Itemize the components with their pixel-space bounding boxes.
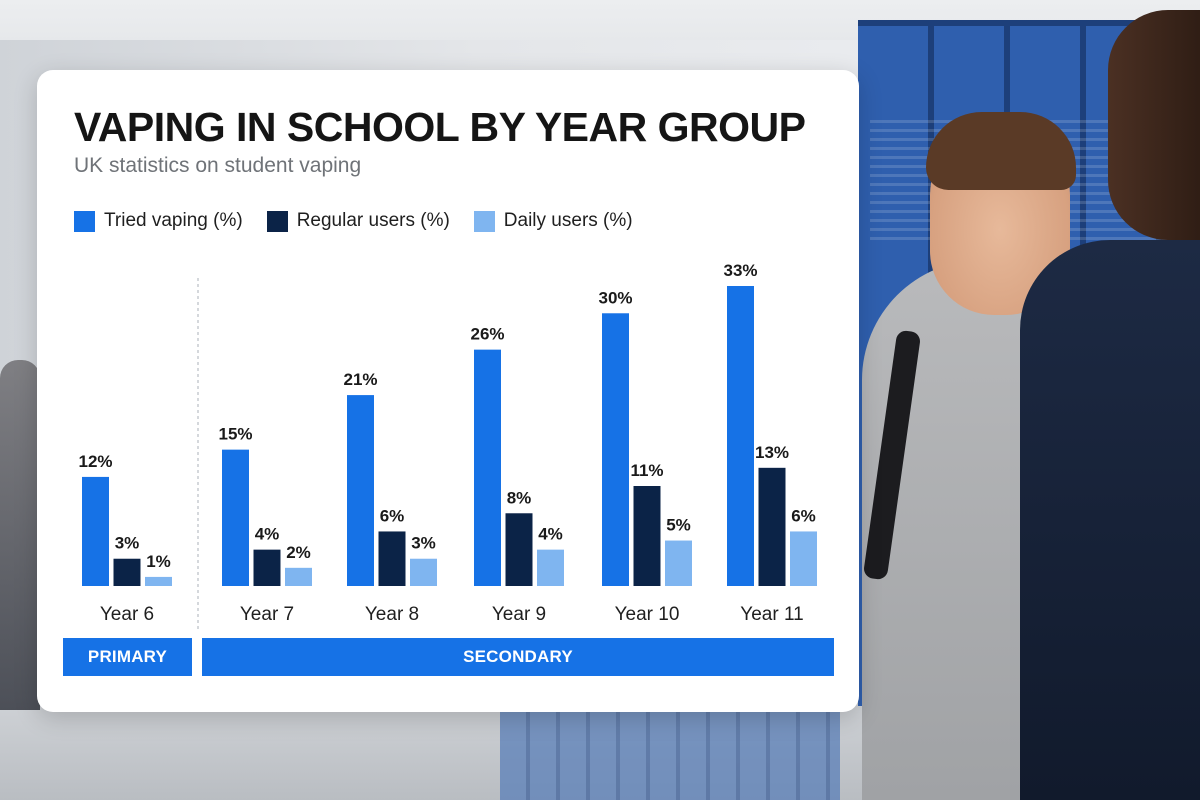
value-label-year-10-regular-users: 11% [630,461,663,480]
value-label-year-6-regular-users: 3% [115,534,140,553]
bar-year-7-daily-users [285,567,312,586]
legend-label-regular: Regular users (%) [296,210,450,231]
legend-label-daily: Daily users (%) [503,210,633,231]
bar-year-8-tried-vaping [347,395,374,586]
group-band-secondary: SECONDARY [202,638,834,676]
value-label-year-11-daily-users: 6% [791,506,816,525]
value-label-year-9-tried-vaping: 26% [470,325,504,344]
student-hair [926,112,1076,190]
value-label-year-8-tried-vaping: 21% [343,370,377,389]
chart-legend: Tried vaping (%) Regular users (%) Daily… [74,210,633,232]
value-label-year-11-regular-users: 13% [755,443,789,462]
bar-year-11-tried-vaping [727,286,754,586]
bar-year-10-regular-users [633,486,661,586]
bar-year-10-daily-users [665,540,692,586]
legend-item-daily: Daily users (%) [473,210,633,232]
category-label-year-7: Year 7 [240,604,294,625]
bar-year-6-daily-users [145,576,172,586]
value-label-year-11-tried-vaping: 33% [723,261,757,280]
group-band-primary: PRIMARY [63,638,192,676]
category-label-year-6: Year 6 [100,604,154,625]
legend-item-tried: Tried vaping (%) [74,210,243,232]
value-label-year-6-tried-vaping: 12% [78,452,112,471]
legend-item-regular: Regular users (%) [266,210,450,232]
chart-title: VAPING IN SCHOOL BY YEAR GROUP [74,104,806,150]
bar-year-6-regular-users [113,558,141,586]
bar-year-11-regular-users [758,467,786,586]
bar-year-7-regular-users [253,549,281,586]
value-label-year-8-daily-users: 3% [411,534,436,553]
category-label-year-9: Year 9 [492,604,546,625]
bar-year-10-tried-vaping [602,313,629,586]
value-label-year-9-regular-users: 8% [507,488,532,507]
far-lockers [500,705,840,800]
bar-year-9-regular-users [505,513,533,586]
chart-card: VAPING IN SCHOOL BY YEAR GROUP UK statis… [37,70,859,712]
legend-swatch-daily [473,210,495,232]
bar-chart: 12% 3% 1% Year 6 15% 4% 2% Year 7 21% 6% 3% Year 8 2… [78,261,817,632]
bar-year-9-tried-vaping [474,349,501,586]
chart-subtitle: UK statistics on student vaping [74,154,362,177]
value-label-year-8-regular-users: 6% [380,506,405,525]
legend-label-tried: Tried vaping (%) [104,210,243,231]
background-person [0,360,40,710]
category-label-year-8: Year 8 [365,604,419,625]
value-label-year-7-daily-users: 2% [286,543,311,562]
bar-year-7-tried-vaping [222,449,249,586]
bar-year-9-daily-users [537,549,564,586]
category-label-year-11: Year 11 [740,604,803,625]
bar-year-8-daily-users [410,558,437,586]
value-label-year-7-tried-vaping: 15% [218,425,252,444]
legend-swatch-regular [266,210,288,232]
second-student-jacket [1020,240,1200,800]
second-student-head [1108,10,1200,240]
value-label-year-7-regular-users: 4% [255,525,280,544]
bar-year-11-daily-users [790,531,817,586]
bar-year-8-regular-users [378,531,406,586]
value-label-year-10-tried-vaping: 30% [598,288,632,307]
bar-year-6-tried-vaping [82,476,109,586]
value-label-year-6-daily-users: 1% [146,552,171,571]
category-label-year-10: Year 10 [615,604,680,625]
value-label-year-9-daily-users: 4% [538,525,563,544]
legend-swatch-tried [74,210,95,232]
value-label-year-10-daily-users: 5% [666,516,691,535]
